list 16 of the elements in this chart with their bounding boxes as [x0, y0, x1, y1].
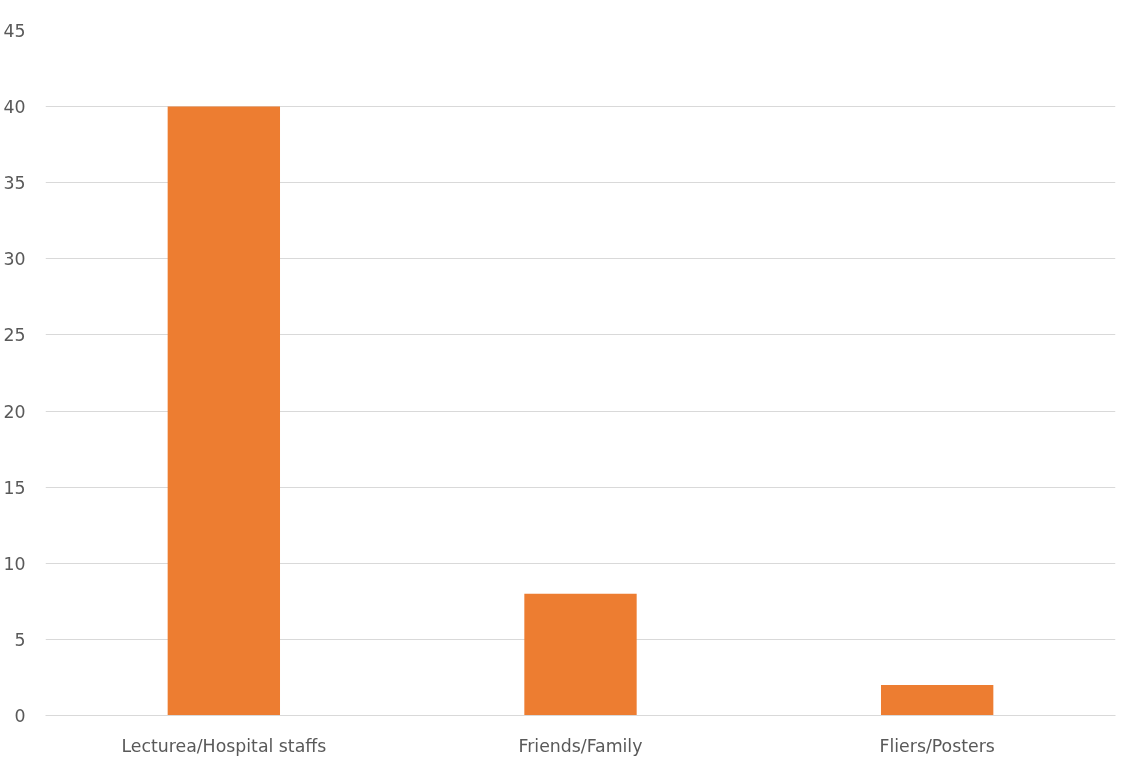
y-tick-label: 25: [3, 325, 26, 346]
y-tick-label: 15: [3, 477, 26, 498]
y-tick-label: 10: [3, 553, 26, 574]
y-tick-label: 5: [14, 629, 26, 650]
x-tick-label: Friends/Family: [518, 735, 643, 756]
y-tick-label: 35: [3, 173, 26, 194]
x-tick-label: Lecturea/Hospital staffs: [121, 735, 327, 756]
y-tick-label: 0: [14, 706, 26, 726]
y-tick-label: 20: [3, 401, 26, 422]
bar: [524, 593, 637, 716]
bar: [880, 685, 994, 716]
y-tick-label: 40: [3, 97, 26, 118]
y-tick-label: 30: [3, 249, 26, 270]
y-tick-label: 45: [3, 21, 26, 41]
bar: [167, 106, 281, 716]
x-tick-label: Fliers/Posters: [879, 735, 995, 756]
